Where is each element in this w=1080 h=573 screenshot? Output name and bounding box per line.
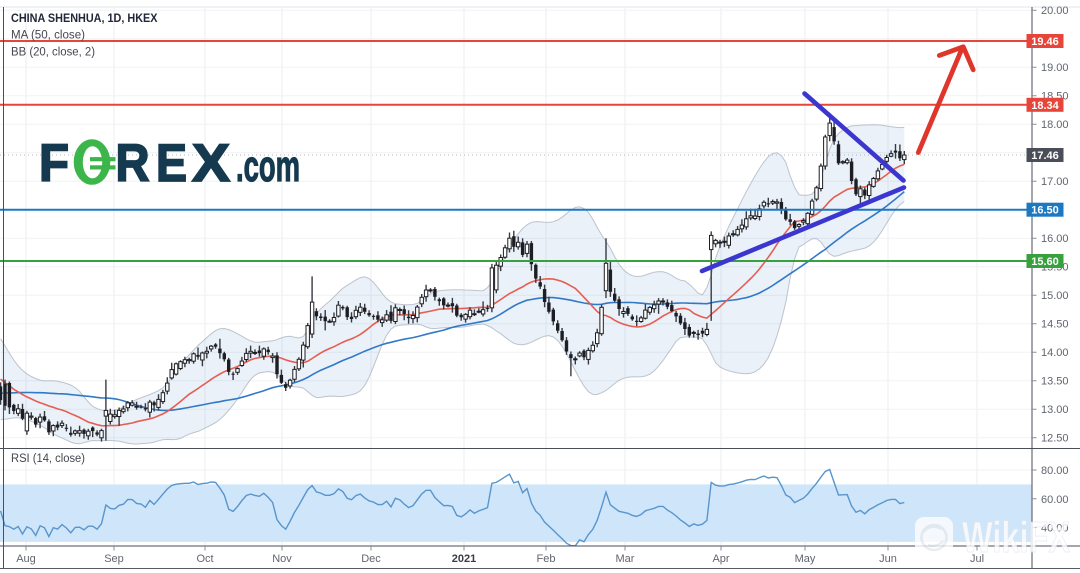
svg-text:BB (20, close, 2): BB (20, close, 2) — [11, 45, 95, 59]
svg-text:19.46: 19.46 — [1031, 36, 1059, 48]
svg-text:WikiFX: WikiFX — [962, 513, 1070, 562]
svg-text:18.00: 18.00 — [1041, 119, 1069, 131]
svg-text:60.00: 60.00 — [1041, 494, 1069, 506]
svg-text:17.46: 17.46 — [1031, 150, 1059, 162]
svg-text:13.00: 13.00 — [1041, 404, 1069, 416]
svg-text:17.00: 17.00 — [1041, 176, 1069, 188]
svg-text:40.00: 40.00 — [1041, 523, 1069, 535]
svg-text:.com: .com — [236, 142, 300, 191]
svg-text:Aug: Aug — [16, 553, 36, 565]
svg-text:RSI (14, close): RSI (14, close) — [11, 451, 85, 465]
svg-text:2021: 2021 — [452, 553, 476, 565]
svg-text:R: R — [116, 134, 150, 193]
svg-text:Nov: Nov — [272, 553, 292, 565]
svg-text:15.60: 15.60 — [1031, 256, 1059, 268]
svg-text:12.50: 12.50 — [1041, 433, 1069, 445]
svg-text:E: E — [156, 134, 187, 193]
svg-text:20.00: 20.00 — [1041, 5, 1069, 17]
svg-text:80.00: 80.00 — [1041, 465, 1069, 477]
svg-text:X: X — [192, 134, 230, 193]
svg-text:16.00: 16.00 — [1041, 233, 1069, 245]
svg-text:Feb: Feb — [537, 553, 556, 565]
svg-text:18.34: 18.34 — [1031, 100, 1059, 112]
svg-text:Jun: Jun — [879, 553, 897, 565]
svg-text:Apr: Apr — [712, 553, 729, 565]
svg-text:Mar: Mar — [616, 553, 635, 565]
svg-text:14.50: 14.50 — [1041, 319, 1069, 331]
svg-text:16.50: 16.50 — [1031, 205, 1059, 217]
svg-text:MA (50, close): MA (50, close) — [11, 28, 85, 42]
svg-text:13.50: 13.50 — [1041, 376, 1069, 388]
svg-text:CHINA SHENHUA, 1D, HKEX: CHINA SHENHUA, 1D, HKEX — [11, 11, 158, 25]
svg-text:Oct: Oct — [196, 553, 213, 565]
svg-text:19.00: 19.00 — [1041, 62, 1069, 74]
svg-text:Sep: Sep — [104, 553, 124, 565]
svg-text:F: F — [39, 134, 69, 193]
svg-text:15.00: 15.00 — [1041, 290, 1069, 302]
svg-text:Jul: Jul — [970, 553, 984, 565]
svg-text:Dec: Dec — [361, 553, 381, 565]
svg-text:14.00: 14.00 — [1041, 347, 1069, 359]
svg-text:May: May — [795, 553, 816, 565]
